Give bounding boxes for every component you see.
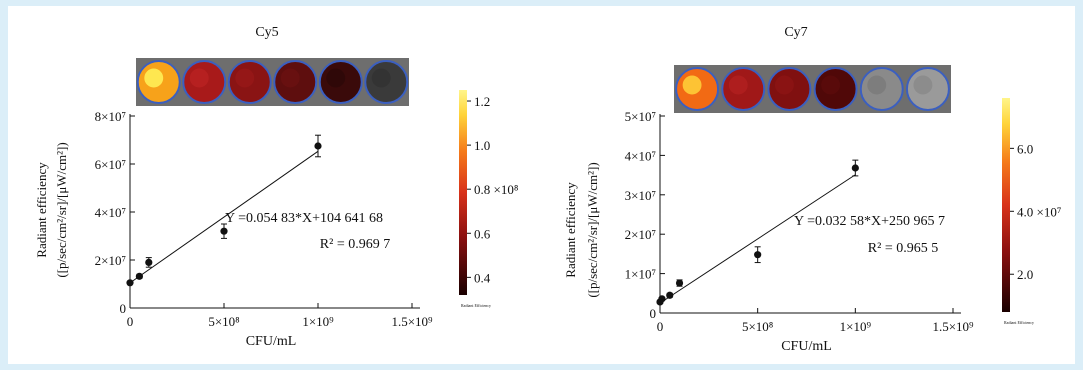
chart-title: Cy7 [784, 25, 807, 40]
r-squared: R² = 0.969 7 [320, 237, 390, 252]
x-tick-label: 0 [657, 319, 664, 334]
data-point [658, 295, 666, 303]
y-tick-label: 1×10⁷ [625, 267, 656, 282]
well-hotspot [326, 68, 346, 88]
well-plate-strip [136, 58, 409, 106]
chart-cy7: Cy7 0 1×10⁷ 2×10⁷ 3×10⁷ 4×10⁷ 5×10⁷ 0 5×10⁸ 1×10⁹… [563, 25, 1061, 354]
chart-title: Cy5 [255, 25, 278, 40]
fit-equation: Y =0.032 58*X+250 965 7 [794, 214, 945, 229]
r-squared: R² = 0.965 5 [868, 241, 938, 256]
y-tick-label: 6×10⁷ [95, 157, 126, 172]
data-point [675, 279, 684, 287]
well-hotspot [774, 75, 794, 95]
colorbar-tick-label: 4.0 ×10⁷ [1017, 204, 1061, 219]
well-hotspot [371, 68, 391, 88]
well-hotspot [821, 75, 841, 95]
fit-line [659, 174, 856, 304]
well-hotspot [728, 75, 748, 95]
well-hotspot [280, 68, 300, 88]
y-tick-label: 2×10⁷ [625, 227, 656, 242]
colorbar [1002, 98, 1010, 312]
colorbar-tick-label: 0.8 ×10⁸ [474, 182, 519, 197]
well-hotspot [144, 68, 164, 88]
well-hotspot [189, 68, 209, 88]
colorbar [459, 90, 467, 295]
data-point [754, 251, 762, 259]
y-axis-label-units: ([p/sec/cm²/sr]/[μW/cm²]) [585, 162, 600, 297]
data-point [145, 258, 153, 266]
data-point [135, 272, 143, 280]
colorbar-tick-label: 0.6 [474, 226, 491, 241]
colorbar-tick-label: 2.0 [1017, 267, 1033, 282]
well-hotspot [235, 68, 255, 88]
data-point [314, 142, 322, 150]
x-axis-label: CFU/mL [246, 334, 297, 349]
y-tick-label: 3×10⁷ [625, 188, 656, 203]
well-plate-strip [674, 65, 951, 113]
x-tick-label: 1.5×10⁹ [391, 314, 433, 329]
colorbar-title: Radiant Efficiency [461, 303, 491, 308]
colorbar-tick-label: 1.2 [474, 94, 490, 109]
y-axis-label-units: ([p/sec/cm²/sr]/[μW/cm²]) [54, 142, 69, 277]
y-tick-label: 0 [650, 306, 657, 321]
colorbar-tick-label: 0.4 [474, 270, 491, 285]
data-point [220, 227, 228, 235]
x-tick-label: 1×10⁹ [302, 314, 334, 329]
chart-cy5: Cy5 0 2×10⁷ 4×10⁷ 6×10⁷ 8×10⁷ 0 5×10⁸ 1×10⁹ 1.5×1… [34, 25, 519, 349]
x-tick-label: 5×10⁸ [208, 314, 240, 329]
x-tick-label: 1.5×10⁹ [932, 319, 974, 334]
data-point [851, 164, 859, 172]
y-tick-label: 0 [120, 301, 127, 316]
well-hotspot [867, 75, 887, 95]
fit-equation: Y =0.054 83*X+104 641 68 [225, 211, 383, 226]
well-hotspot [682, 75, 702, 95]
y-axis-label: Radiant efficiency [34, 162, 49, 258]
well-hotspot [913, 75, 933, 95]
data-point [126, 279, 134, 287]
y-tick-label: 2×10⁷ [95, 253, 126, 268]
data-point [666, 291, 674, 299]
colorbar-title: Radiant Efficiency [1004, 320, 1034, 325]
y-tick-label: 4×10⁷ [95, 205, 126, 220]
y-axis-label: Radiant efficiency [563, 182, 578, 278]
y-tick-label: 4×10⁷ [625, 148, 656, 163]
y-tick-label: 8×10⁷ [95, 109, 126, 124]
colorbar-tick-label: 6.0 [1017, 141, 1033, 156]
x-axis-label: CFU/mL [781, 339, 832, 354]
x-tick-label: 1×10⁹ [840, 319, 872, 334]
y-tick-label: 5×10⁷ [625, 109, 656, 124]
fit-line [129, 150, 319, 284]
x-tick-label: 5×10⁸ [742, 319, 774, 334]
x-tick-label: 0 [127, 314, 134, 329]
colorbar-tick-label: 1.0 [474, 138, 490, 153]
